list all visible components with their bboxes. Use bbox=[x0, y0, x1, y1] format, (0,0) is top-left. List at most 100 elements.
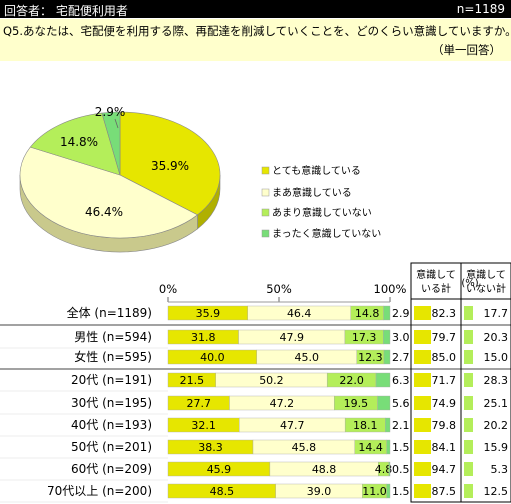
legend-label-2: あまり意識していない bbox=[272, 206, 372, 219]
pie-slice-1 bbox=[19, 146, 199, 239]
summary-col1-header2: いる計 bbox=[421, 282, 451, 295]
bar-label-2-2: 12.3 bbox=[358, 351, 383, 364]
bar-label-3-2: 22.0 bbox=[339, 374, 364, 387]
row-label-7: 60代 (n=209) bbox=[71, 462, 152, 476]
summary-bar-1-4 bbox=[414, 396, 431, 410]
bar-label-2-3: 2.7 bbox=[392, 351, 410, 364]
bar-label-1-3: 3.0 bbox=[392, 331, 410, 344]
bar-label-8-1: 39.0 bbox=[307, 485, 332, 498]
row-label-3: 20代 (n=191) bbox=[71, 373, 152, 387]
summary-val-2-4: 25.1 bbox=[484, 397, 509, 410]
bar-label-8-3: 1.5 bbox=[392, 485, 410, 498]
bar-label-6-1: 45.8 bbox=[292, 441, 317, 454]
row-label-5: 40代 (n=193) bbox=[71, 418, 152, 432]
bar-label-8-0: 48.5 bbox=[210, 485, 235, 498]
answer-type: （単一回答） bbox=[432, 43, 501, 57]
row-label-6: 50代 (n=201) bbox=[71, 440, 152, 454]
summary-val-2-0: 17.7 bbox=[484, 307, 509, 320]
bar-label-1-1: 47.9 bbox=[280, 331, 305, 344]
summary-col2-header2: いない計 bbox=[466, 282, 506, 295]
bar-seg-2-3 bbox=[383, 349, 391, 365]
legend-label-1: まあ意識している bbox=[272, 186, 352, 199]
pie-label-1: 46.4% bbox=[85, 205, 123, 219]
bar-label-7-3: 0.5 bbox=[392, 463, 410, 476]
summary-bar-2-5 bbox=[464, 418, 473, 432]
row-label-4: 30代 (n=195) bbox=[71, 396, 152, 410]
bar-label-1-0: 31.8 bbox=[191, 331, 216, 344]
bar-label-5-2: 18.1 bbox=[353, 419, 378, 432]
summary-bar-2-3 bbox=[464, 373, 473, 387]
summary-val-1-0: 82.3 bbox=[432, 307, 457, 320]
bar-label-7-1: 48.8 bbox=[312, 463, 337, 476]
bar-label-3-0: 21.5 bbox=[180, 374, 205, 387]
header-bar: 回答者： 宅配便利用者 n=1189 bbox=[0, 0, 511, 18]
row-label-8: 70代以上 (n=200) bbox=[47, 484, 152, 498]
bar-label-5-1: 47.7 bbox=[280, 419, 305, 432]
bar-label-7-0: 45.9 bbox=[207, 463, 232, 476]
summary-val-2-1: 20.3 bbox=[484, 331, 509, 344]
summary-val-1-2: 85.0 bbox=[432, 351, 457, 364]
summary-bar-1-8 bbox=[414, 484, 431, 498]
legend-swatch-2 bbox=[261, 208, 270, 217]
question-box: Q5.あなたは、宅配便を利用する際、再配達を削減していくことを、どのくらい意識し… bbox=[0, 19, 511, 61]
x-tick-label-2: 100% bbox=[374, 282, 407, 296]
summary-val-2-6: 15.9 bbox=[484, 441, 509, 454]
summary-bar-2-6 bbox=[464, 440, 473, 454]
summary-unit: (%) bbox=[461, 278, 478, 289]
legend-swatch-0 bbox=[261, 166, 270, 175]
bar-label-5-0: 32.1 bbox=[191, 419, 216, 432]
summary-val-1-7: 94.7 bbox=[432, 463, 457, 476]
summary-bar-2-4 bbox=[464, 396, 473, 410]
row-label-1: 男性 (n=594) bbox=[74, 330, 152, 344]
summary-val-1-3: 71.7 bbox=[432, 374, 457, 387]
summary-col2-frame bbox=[460, 262, 511, 503]
summary-val-1-5: 79.8 bbox=[432, 419, 457, 432]
bar-label-5-3: 2.1 bbox=[392, 419, 410, 432]
summary-bar-1-0 bbox=[414, 306, 431, 320]
summary-val-2-7: 5.3 bbox=[491, 463, 509, 476]
bar-label-0-1: 46.4 bbox=[287, 307, 312, 320]
pie-slice-0 bbox=[119, 111, 221, 216]
legend-label-0: とても意識している bbox=[272, 164, 361, 177]
bar-seg-0-3 bbox=[383, 305, 391, 321]
bar-seg-1-3 bbox=[383, 329, 391, 345]
summary-bar-1-6 bbox=[414, 440, 431, 454]
summary-val-1-6: 84.1 bbox=[432, 441, 457, 454]
bar-label-7-2: 4.8 bbox=[375, 463, 393, 476]
summary-val-2-3: 28.3 bbox=[484, 374, 509, 387]
bar-label-4-3: 5.6 bbox=[392, 397, 410, 410]
pie-leader-line bbox=[114, 118, 119, 129]
summary-bar-2-7 bbox=[464, 462, 473, 476]
bar-label-3-3: 6.3 bbox=[392, 374, 410, 387]
summary-val-1-1: 79.7 bbox=[432, 331, 457, 344]
bar-label-6-0: 38.3 bbox=[198, 441, 223, 454]
summary-col1-header: 意識して bbox=[416, 268, 456, 281]
bar-label-3-1: 50.2 bbox=[259, 374, 284, 387]
bar-seg-8-3 bbox=[386, 483, 391, 499]
bar-label-0-0: 35.9 bbox=[196, 307, 221, 320]
summary-bar-2-1 bbox=[464, 330, 473, 344]
summary-bar-2-2 bbox=[464, 350, 473, 364]
pie-label-3: 2.9% bbox=[95, 105, 126, 119]
summary-val-1-4: 74.9 bbox=[432, 397, 457, 410]
summary-bar-2-8 bbox=[464, 484, 473, 498]
legend-label-3: まったく意識していない bbox=[272, 227, 381, 240]
pie-slice-3 bbox=[101, 111, 121, 176]
bar-label-2-1: 45.0 bbox=[295, 351, 320, 364]
bar-label-1-2: 17.3 bbox=[352, 331, 377, 344]
summary-val-2-8: 12.5 bbox=[484, 485, 509, 498]
x-tick-label-1: 50% bbox=[266, 282, 292, 296]
bar-label-2-0: 40.0 bbox=[200, 351, 225, 364]
sample-size: n=1189 bbox=[456, 2, 505, 16]
pie-label-0: 35.9% bbox=[151, 159, 189, 173]
bar-label-0-2: 14.8 bbox=[355, 307, 380, 320]
summary-bar-1-7 bbox=[414, 462, 431, 476]
summary-val-1-8: 87.5 bbox=[432, 485, 457, 498]
bar-seg-6-3 bbox=[386, 439, 391, 455]
question-text: Q5.あなたは、宅配便を利用する際、再配達を削減していくことを、どのくらい意識し… bbox=[3, 24, 511, 38]
summary-col2-header: 意識して bbox=[466, 268, 506, 281]
respondent-label: 回答者： 宅配便利用者 bbox=[4, 4, 128, 18]
bar-seg-7-3 bbox=[388, 461, 391, 477]
bar-seg-4-3 bbox=[377, 395, 391, 411]
